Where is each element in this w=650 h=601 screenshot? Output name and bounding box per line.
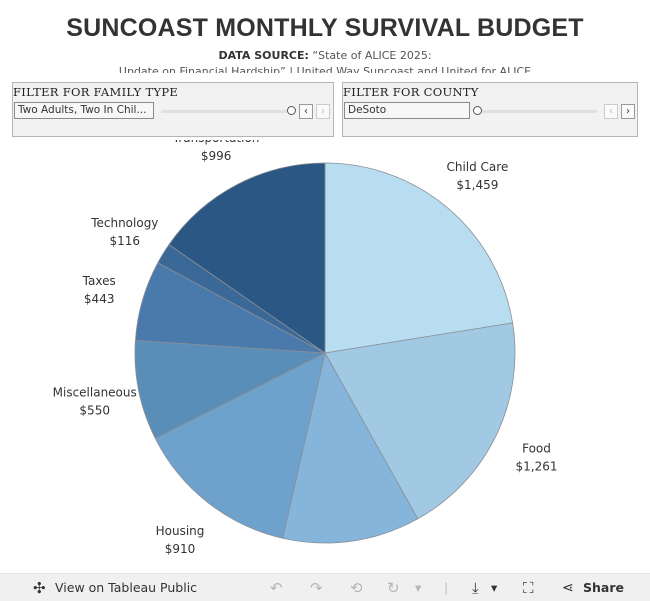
slice-label-taxes: Taxes — [82, 274, 116, 288]
county-slider-track[interactable] — [477, 110, 597, 113]
pie-slice-child-care[interactable] — [324, 162, 514, 354]
tableau-toolbar: ✣ View on Tableau Public ↶ ↷ ⟲ ↻ ▾ | ⤓ ▾… — [0, 573, 650, 601]
download-icon[interactable]: ⤓ — [472, 579, 479, 597]
toolbar-divider: | — [444, 580, 449, 595]
county-filter: FILTER FOR COUNTY DeSoto ‹ › — [342, 82, 638, 137]
download-dropdown-icon[interactable]: ▾ — [491, 580, 498, 595]
slice-value-taxes: $443 — [84, 292, 115, 306]
county-prev-button[interactable]: ‹ — [604, 104, 618, 119]
slice-label-child-care: Child Care — [446, 160, 508, 174]
data-source-text-2: Update on Financial Hardship” | United W… — [118, 65, 532, 73]
pie-slice-transportation[interactable] — [168, 162, 326, 354]
data-source: DATA SOURCE: “State of ALICE 2025: Updat… — [90, 48, 560, 73]
family-type-select[interactable]: Two Adults, Two In Chil... — [14, 102, 154, 119]
pie-slice-food[interactable] — [324, 322, 516, 520]
family-type-prev-button[interactable]: ‹ — [299, 104, 313, 119]
pie-slice-miscellaneous[interactable] — [134, 339, 327, 439]
data-source-label: DATA SOURCE: — [218, 49, 309, 62]
family-type-slider-track[interactable] — [161, 110, 291, 113]
undo-icon[interactable]: ↶ — [270, 579, 283, 597]
tableau-logo-icon: ✣ — [33, 579, 46, 597]
share-icon[interactable]: ⋖ — [562, 580, 574, 596]
family-type-filter-title: FILTER FOR FAMILY TYPE — [13, 85, 179, 99]
refresh-icon[interactable]: ↻ — [387, 579, 400, 597]
data-source-text: “State of ALICE 2025: — [312, 49, 432, 62]
fullscreen-icon[interactable]: ⛶ — [523, 579, 534, 597]
family-type-slider-handle[interactable] — [286, 106, 296, 115]
slice-value-technology: $116 — [110, 234, 141, 248]
slice-value-miscellaneous: $550 — [79, 404, 110, 418]
pause-dropdown-icon[interactable]: ▾ — [415, 580, 422, 595]
county-filter-title: FILTER FOR COUNTY — [343, 85, 479, 99]
slice-value-housing: $910 — [165, 542, 196, 556]
family-type-filter: FILTER FOR FAMILY TYPE Two Adults, Two I… — [12, 82, 334, 137]
family-type-next-button[interactable]: › — [316, 104, 330, 119]
slice-label-food: Food — [522, 441, 551, 455]
view-on-tableau-link[interactable]: View on Tableau Public — [55, 580, 198, 595]
slice-label-miscellaneous: Miscellaneous — [53, 386, 137, 400]
slice-label-housing: Housing — [156, 524, 205, 538]
pie-slice-health-care[interactable] — [282, 351, 419, 544]
page-title: SUNCOAST MONTHLY SURVIVAL BUDGET — [66, 14, 584, 42]
slice-value-food: $1,261 — [516, 459, 558, 473]
share-button[interactable]: Share — [583, 580, 624, 595]
redo-icon[interactable]: ↷ — [310, 579, 323, 597]
slice-value-transportation: $996 — [201, 149, 232, 163]
slice-label-transportation: Transportation — [172, 140, 260, 145]
slice-label-technology: Technology — [90, 216, 158, 230]
slice-value-child-care: $1,459 — [456, 178, 498, 192]
county-slider-handle[interactable] — [472, 106, 482, 115]
county-next-button[interactable]: › — [621, 104, 635, 119]
revert-icon[interactable]: ⟲ — [350, 579, 363, 597]
county-select[interactable]: DeSoto — [344, 102, 470, 119]
pie-slice-housing[interactable] — [154, 352, 326, 539]
